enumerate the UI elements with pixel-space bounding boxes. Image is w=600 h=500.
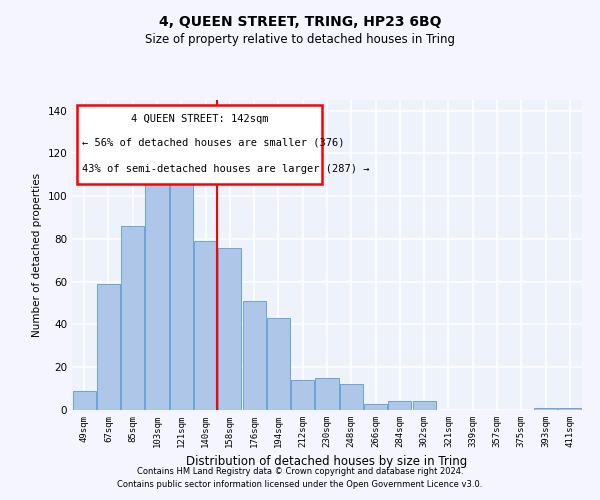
Bar: [291, 380, 314, 410]
Bar: [534, 408, 557, 410]
Bar: [559, 408, 581, 410]
Bar: [218, 248, 241, 410]
Text: Contains public sector information licensed under the Open Government Licence v3: Contains public sector information licen…: [118, 480, 482, 489]
Text: Contains HM Land Registry data © Crown copyright and database right 2024.: Contains HM Land Registry data © Crown c…: [137, 467, 463, 476]
Bar: [413, 402, 436, 410]
X-axis label: Distribution of detached houses by size in Tring: Distribution of detached houses by size …: [187, 456, 467, 468]
Bar: [364, 404, 387, 410]
Text: 4, QUEEN STREET, TRING, HP23 6BQ: 4, QUEEN STREET, TRING, HP23 6BQ: [159, 15, 441, 29]
Y-axis label: Number of detached properties: Number of detached properties: [32, 173, 42, 337]
Bar: [194, 241, 217, 410]
Bar: [73, 391, 95, 410]
Bar: [121, 226, 144, 410]
Text: Size of property relative to detached houses in Tring: Size of property relative to detached ho…: [145, 32, 455, 46]
Bar: [242, 301, 266, 410]
Bar: [97, 284, 120, 410]
Bar: [388, 402, 412, 410]
Bar: [316, 378, 338, 410]
Text: 43% of semi-detached houses are larger (287) →: 43% of semi-detached houses are larger (…: [82, 164, 370, 174]
Bar: [145, 175, 169, 410]
Bar: [340, 384, 363, 410]
FancyBboxPatch shape: [77, 104, 322, 184]
Bar: [170, 184, 193, 410]
Text: ← 56% of detached houses are smaller (376): ← 56% of detached houses are smaller (37…: [82, 138, 344, 147]
Text: 4 QUEEN STREET: 142sqm: 4 QUEEN STREET: 142sqm: [131, 114, 268, 124]
Bar: [267, 318, 290, 410]
